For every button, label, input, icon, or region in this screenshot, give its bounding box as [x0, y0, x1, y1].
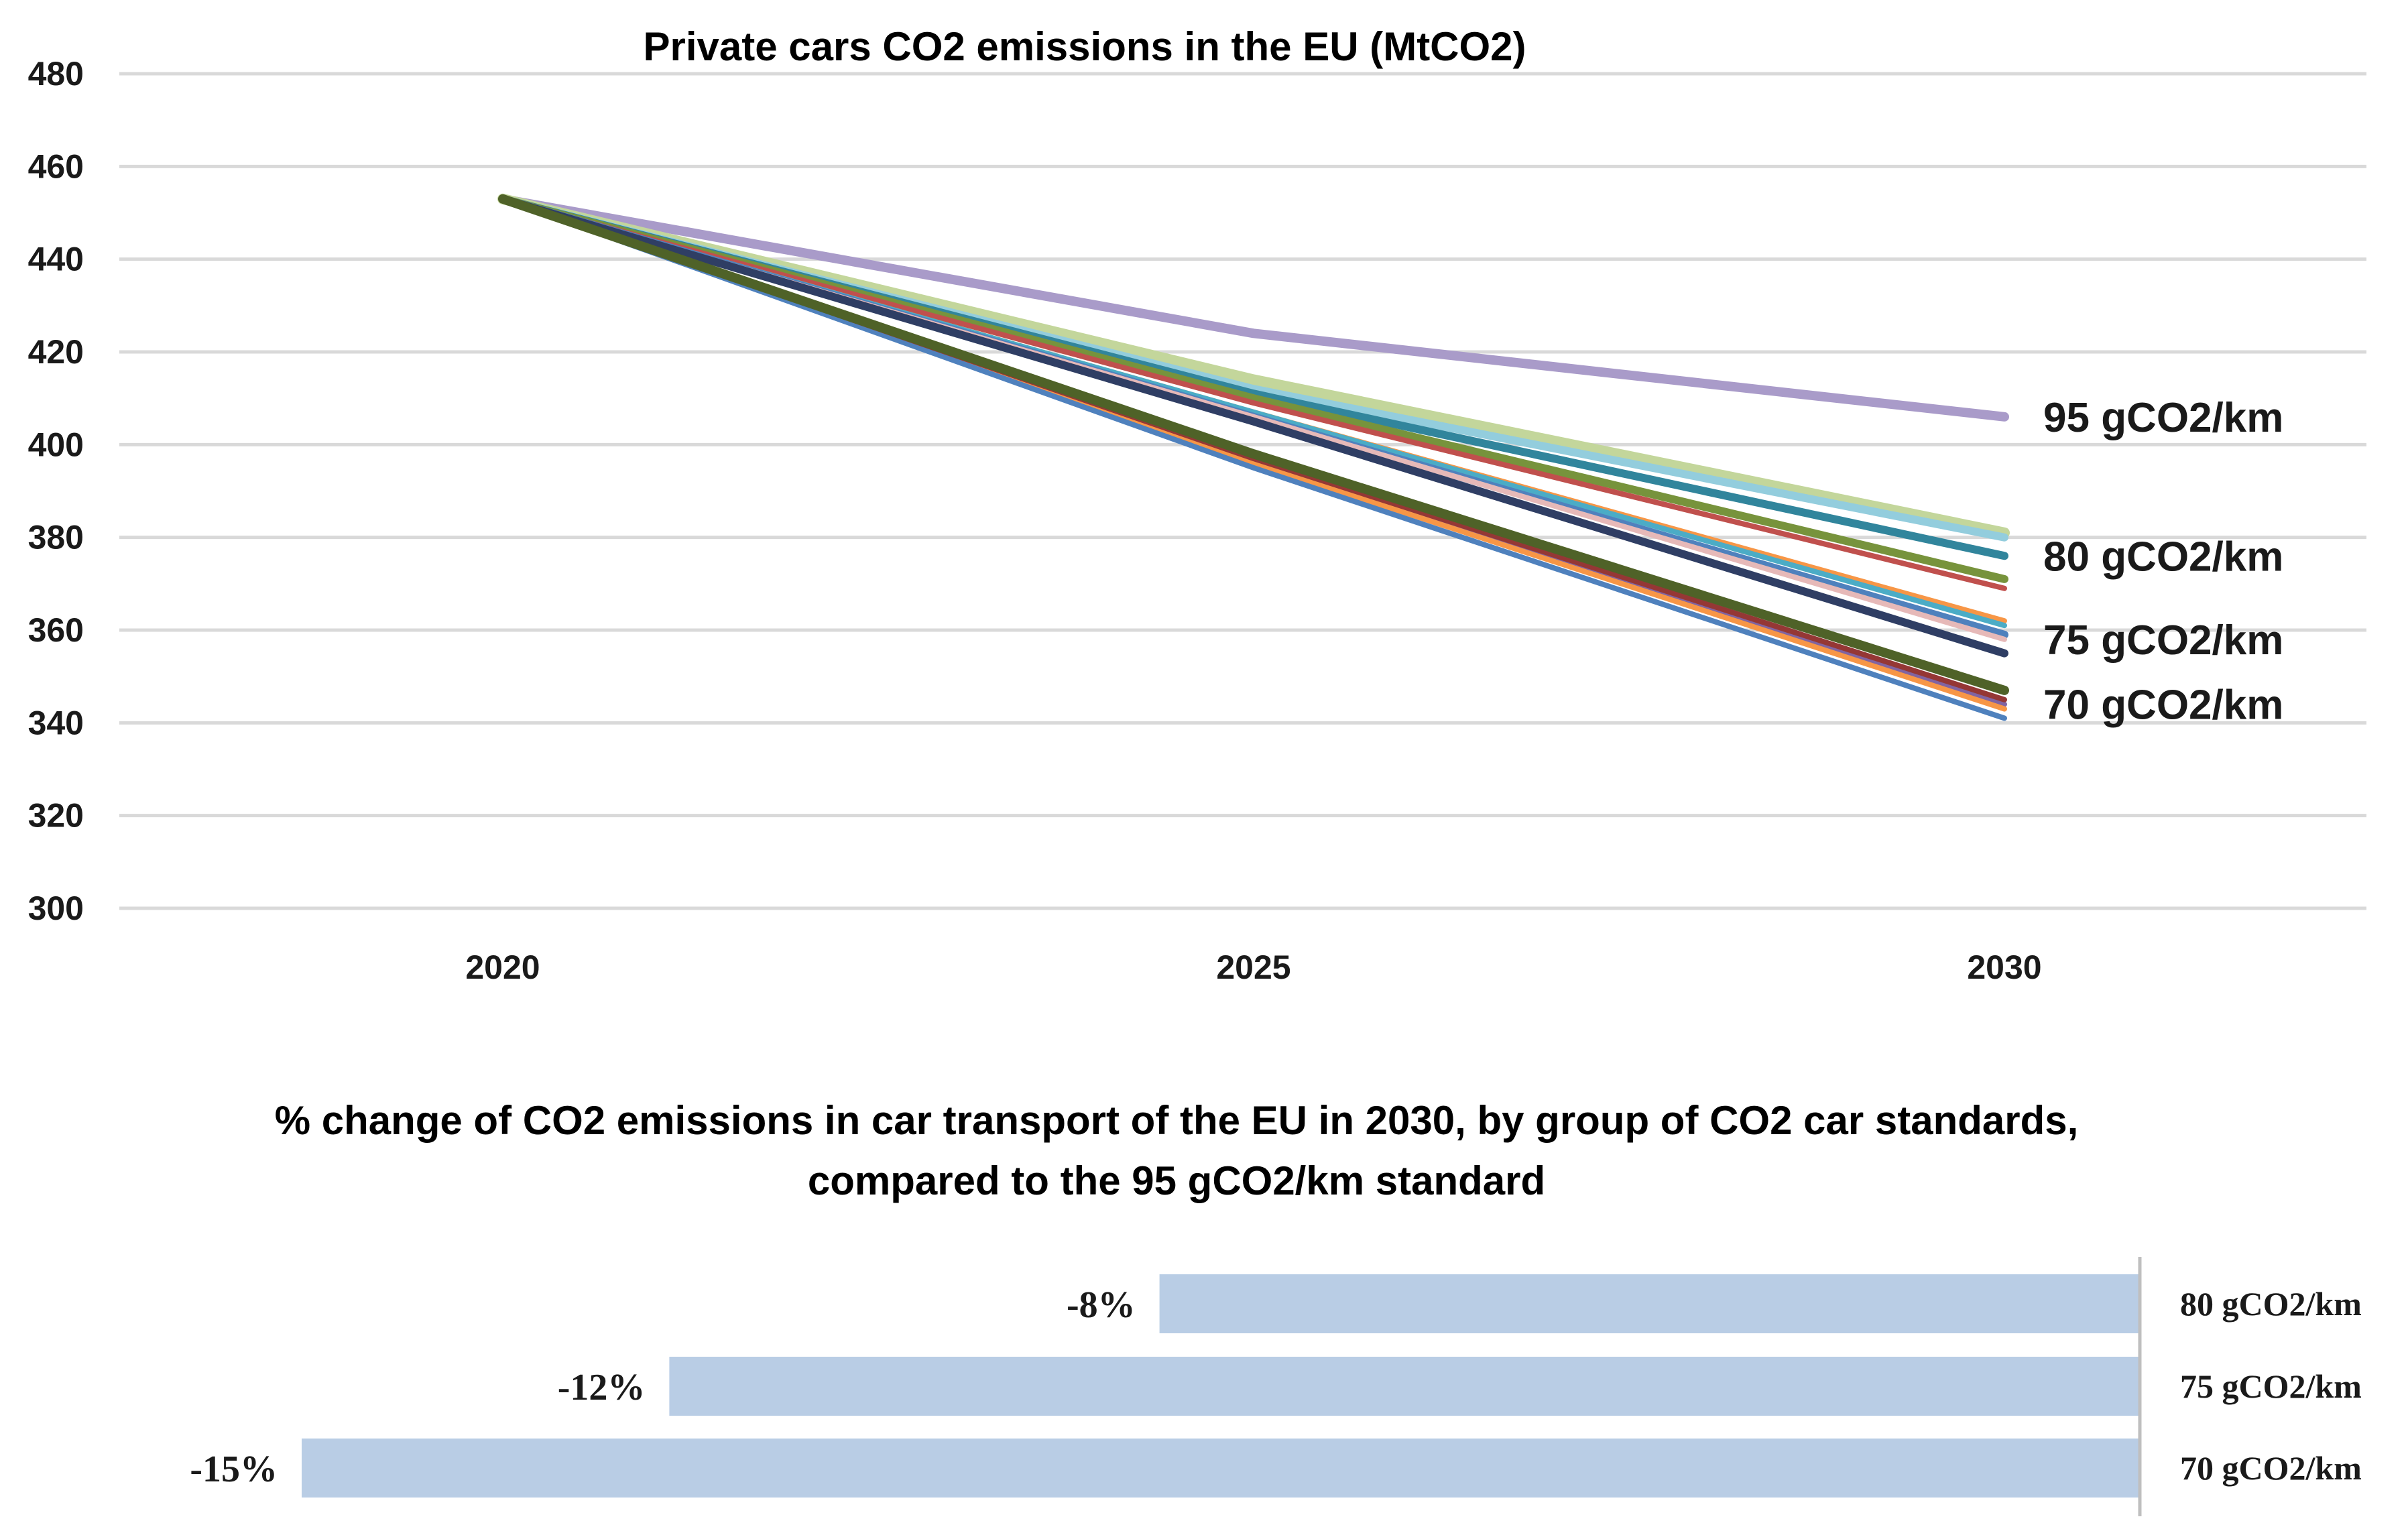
x-tick-label: 2025	[1216, 949, 1290, 986]
line-chart-title: Private cars CO2 emissions in the EU (Mt…	[643, 24, 1526, 69]
bar-value-label: -12%	[558, 1367, 646, 1408]
bar-category-label: 80 gCO2/km	[2180, 1285, 2362, 1323]
bar-chart-title-line-1: % change of CO2 emissions in car transpo…	[275, 1098, 2079, 1143]
series-annotation-label: 80 gCO2/km	[2043, 534, 2283, 580]
line-chart-annotations: 95 gCO2/km 80 gCO2/km 75 gCO2/km 70 gCO2/km	[2043, 395, 2283, 729]
y-tick-label: 380	[28, 519, 84, 556]
bar	[669, 1357, 2141, 1416]
series-line-2	[497, 193, 2010, 538]
bar-category-label: 75 gCO2/km	[2180, 1367, 2362, 1405]
bar-chart-bars: -8% 80 gCO2/km -12% 75 gCO2/km -15% 70 gCO2/k…	[190, 1274, 2362, 1498]
bar	[1159, 1274, 2140, 1333]
series-line-16	[498, 194, 2009, 695]
bar-value-label: -8%	[1067, 1284, 1136, 1326]
bar-category-label: 70 gCO2/km	[2180, 1449, 2362, 1487]
y-tick-label: 360	[28, 611, 84, 649]
series-annotation-label: 70 gCO2/km	[2043, 682, 2283, 729]
bar-chart-title-line-2: compared to the 95 gCO2/km standard	[808, 1158, 1545, 1203]
y-tick-label: 440	[28, 241, 84, 278]
line-chart-y-axis: 300 320 340 360 380 400 420 440 460 480	[28, 55, 84, 927]
series-line-6	[500, 196, 2007, 591]
series-annotation-label: 95 gCO2/km	[2043, 395, 2283, 441]
x-tick-label: 2020	[465, 949, 540, 986]
x-tick-label: 2030	[1967, 949, 2041, 986]
y-tick-label: 400	[28, 426, 84, 463]
line-chart-x-axis: 2020 2025 2030	[465, 949, 2041, 986]
y-tick-label: 420	[28, 333, 84, 371]
bar	[302, 1439, 2140, 1498]
y-tick-label: 480	[28, 55, 84, 93]
y-tick-label: 320	[28, 797, 84, 835]
series-line-1	[498, 194, 2009, 422]
bar-value-label: -15%	[190, 1449, 278, 1490]
y-tick-label: 460	[28, 147, 84, 185]
y-tick-label: 300	[28, 890, 84, 927]
series-line-11	[499, 194, 2008, 658]
line-chart-gridlines	[119, 72, 2366, 910]
y-tick-label: 340	[28, 704, 84, 741]
series-annotation-label: 75 gCO2/km	[2043, 617, 2283, 664]
line-chart-series	[497, 193, 2010, 721]
